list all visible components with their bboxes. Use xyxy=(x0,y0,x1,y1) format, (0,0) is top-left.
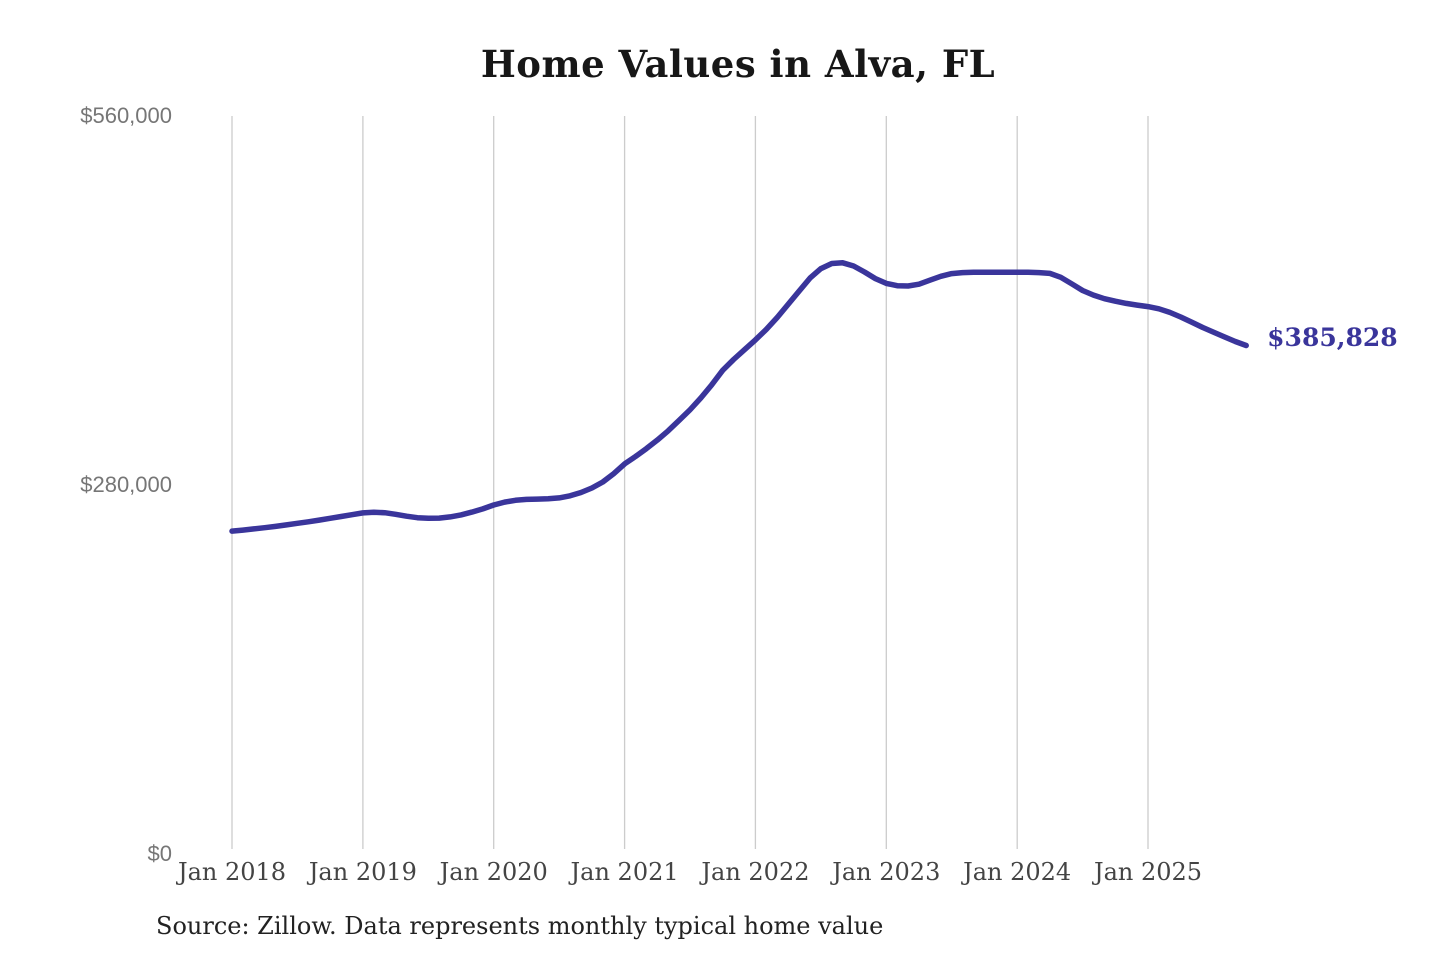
x-axis-tick-label: Jan 2025 xyxy=(1093,858,1203,886)
chart-title: Home Values in Alva, FL xyxy=(480,42,996,86)
y-axis-tick-label: $560,000 xyxy=(80,103,172,128)
x-axis-tick-label: Jan 2022 xyxy=(701,858,810,886)
latest-value-label: $385,828 xyxy=(1267,322,1398,352)
x-axis-tick-label: Jan 2020 xyxy=(439,858,548,886)
y-axis-tick-label: $280,000 xyxy=(80,472,172,497)
x-axis-tick-label: Jan 2024 xyxy=(963,858,1072,886)
x-axis-tick-label: Jan 2021 xyxy=(570,858,679,886)
source-note: Source: Zillow. Data represents monthly … xyxy=(156,912,884,940)
home-value-line xyxy=(229,260,1249,534)
y-axis-tick-label: $0 xyxy=(147,841,172,866)
x-axis-tick-label: Jan 2019 xyxy=(308,858,417,886)
x-axis-tick-label: Jan 2023 xyxy=(832,858,941,886)
x-axis-tick-label: Jan 2018 xyxy=(177,858,287,886)
